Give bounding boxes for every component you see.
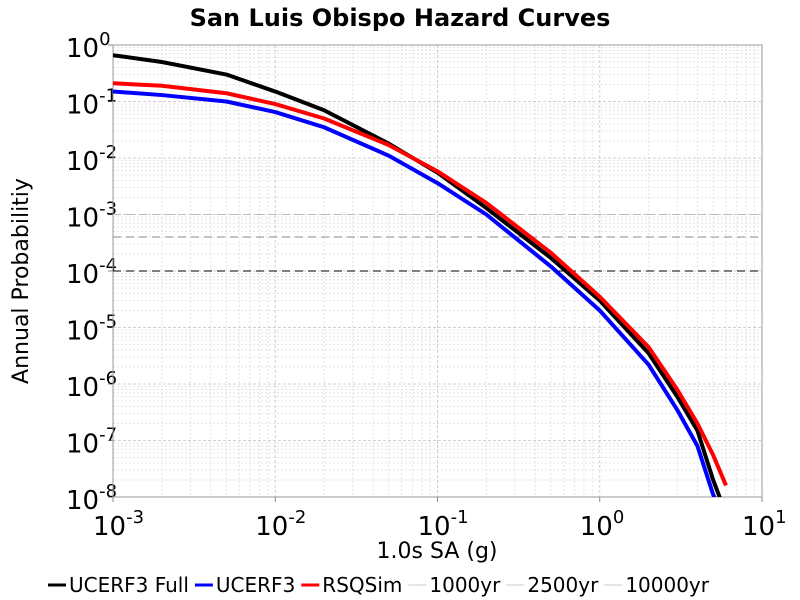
tick-label-base: 10 bbox=[66, 204, 99, 234]
tick-label-exponent: 0 bbox=[99, 29, 110, 50]
tick-label-exponent: -4 bbox=[99, 255, 117, 276]
tick-label-base: 10 bbox=[742, 512, 775, 542]
tick-label-exponent: -3 bbox=[99, 199, 117, 220]
tick-label-base: 10 bbox=[418, 512, 451, 542]
legend-label: 10000yr bbox=[625, 573, 709, 597]
y-tick-label: 10-4 bbox=[66, 255, 117, 290]
tick-label-base: 10 bbox=[580, 512, 613, 542]
tick-label-exponent: 0 bbox=[613, 507, 624, 528]
x-axis-label: 1.0s SA (g) bbox=[377, 539, 498, 564]
x-tick-label: 101 bbox=[742, 507, 787, 542]
tick-label-base: 10 bbox=[255, 512, 288, 542]
legend-label: 1000yr bbox=[429, 573, 501, 597]
tick-label-exponent: -2 bbox=[99, 142, 117, 163]
chart-title: San Luis Obispo Hazard Curves bbox=[190, 4, 611, 32]
tick-label-exponent: -6 bbox=[99, 368, 117, 389]
legend-label: UCERF3 Full bbox=[69, 573, 189, 597]
data-line bbox=[113, 53, 722, 497]
tick-label-exponent: -1 bbox=[451, 507, 469, 528]
tick-label-exponent: -8 bbox=[99, 481, 117, 502]
tick-label-base: 10 bbox=[66, 260, 99, 290]
x-tick-label: 10-1 bbox=[418, 507, 469, 542]
tick-label-base: 10 bbox=[66, 430, 99, 460]
tick-label-base: 10 bbox=[66, 91, 99, 121]
data-line bbox=[113, 89, 717, 497]
y-tick-label: 100 bbox=[66, 29, 111, 64]
tick-label-exponent: -5 bbox=[99, 312, 117, 333]
legend-label: UCERF3 bbox=[216, 573, 295, 597]
legend-label: RSQSim bbox=[322, 573, 402, 597]
tick-label-base: 10 bbox=[93, 512, 126, 542]
tick-label-base: 10 bbox=[66, 317, 99, 347]
data-line bbox=[113, 81, 728, 487]
tick-label-exponent: -7 bbox=[99, 425, 117, 446]
legend: UCERF3 Full UCERF3 RSQSim 1000yr 2500yr 10000… bbox=[48, 573, 710, 597]
tick-label-base: 10 bbox=[66, 34, 99, 64]
x-tick-label: 100 bbox=[580, 507, 625, 542]
tick-label-base: 10 bbox=[66, 486, 99, 516]
legend-label: 2500yr bbox=[527, 573, 599, 597]
tick-label-base: 10 bbox=[66, 373, 99, 403]
tick-label-exponent: -1 bbox=[99, 86, 117, 107]
tick-label-exponent: -3 bbox=[126, 507, 144, 528]
x-tick-label: 10-2 bbox=[255, 507, 306, 542]
tick-label-base: 10 bbox=[66, 147, 99, 177]
tick-label-exponent: -2 bbox=[288, 507, 306, 528]
tick-label-exponent: 1 bbox=[775, 507, 786, 528]
x-tick-label: 10-3 bbox=[93, 507, 144, 542]
y-axis-label: Annual Probabilitiy bbox=[9, 178, 34, 384]
